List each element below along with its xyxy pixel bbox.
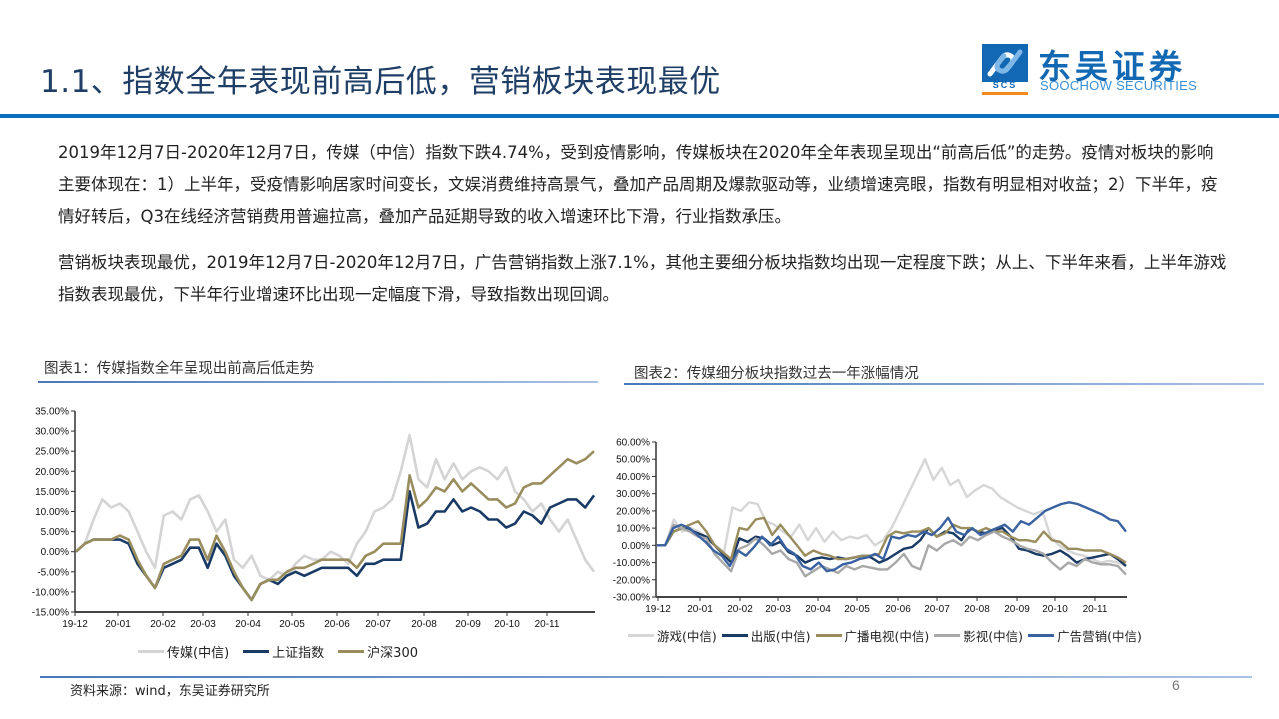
svg-text:25.00%: 25.00%: [35, 447, 69, 458]
title-divider: [0, 114, 1279, 118]
svg-text:-10.00%: -10.00%: [32, 587, 69, 598]
scs-logo-icon: [982, 44, 1028, 82]
legend-swatch-icon: [1028, 634, 1055, 637]
chart-1-legend: 传媒(中信) 上证指数 沪深300: [138, 642, 418, 661]
legend-label: 沪深300: [367, 646, 418, 661]
svg-text:10.00%: 10.00%: [35, 507, 69, 518]
svg-text:20-08: 20-08: [964, 604, 990, 615]
svg-text:-10.00%: -10.00%: [613, 558, 650, 569]
legend-swatch-icon: [628, 634, 654, 637]
svg-text:20-08: 20-08: [411, 619, 437, 630]
chart-2-legend: 游戏(中信) 出版(中信) 广播电视(中信) 影视(中信) 广告营销(中信): [628, 626, 1142, 645]
svg-text:20-01: 20-01: [687, 604, 713, 615]
svg-text:20-10: 20-10: [494, 619, 520, 630]
svg-text:0.00%: 0.00%: [41, 547, 69, 558]
svg-text:20-05: 20-05: [844, 604, 870, 615]
svg-text:20.00%: 20.00%: [616, 506, 650, 517]
svg-text:20-09: 20-09: [455, 619, 481, 630]
legend-label: 传媒(中信): [167, 646, 230, 661]
body-paragraph-1: 2019年12月7日-2020年12月7日，传媒（中信）指数下跌4.74%，受到…: [58, 143, 1218, 226]
svg-text:60.00%: 60.00%: [616, 438, 650, 449]
svg-text:20-06: 20-06: [324, 619, 350, 630]
svg-text:20.00%: 20.00%: [35, 467, 69, 478]
svg-text:40.00%: 40.00%: [616, 472, 650, 483]
legend-item: 出版(中信): [721, 626, 811, 645]
logo-abbr: SCS: [992, 80, 1018, 90]
svg-text:20-11: 20-11: [535, 619, 560, 630]
svg-text:30.00%: 30.00%: [616, 489, 650, 500]
legend-item: 上证指数: [243, 642, 324, 661]
svg-text:20-06: 20-06: [885, 604, 911, 615]
svg-text:19-12: 19-12: [645, 604, 671, 615]
footer-divider: [40, 676, 1252, 678]
svg-text:20-09: 20-09: [1004, 604, 1030, 615]
legend-item: 影视(中信): [934, 626, 1023, 645]
svg-text:20-05: 20-05: [279, 619, 305, 630]
svg-text:-20.00%: -20.00%: [613, 575, 650, 586]
svg-text:20-07: 20-07: [365, 619, 391, 630]
svg-text:10.00%: 10.00%: [616, 524, 650, 535]
svg-text:5.00%: 5.00%: [41, 527, 69, 538]
legend-swatch-icon: [934, 634, 961, 637]
svg-text:35.00%: 35.00%: [35, 407, 69, 418]
legend-label: 上证指数: [272, 646, 325, 661]
svg-text:20-10: 20-10: [1042, 604, 1068, 615]
svg-text:20-11: 20-11: [1083, 604, 1108, 615]
legend-label: 广告营销(中信): [1057, 629, 1142, 644]
svg-text:-5.00%: -5.00%: [37, 567, 69, 578]
svg-text:0.00%: 0.00%: [622, 541, 650, 552]
legend-item: 游戏(中信): [628, 626, 717, 645]
legend-swatch-icon: [815, 634, 842, 637]
legend-swatch-icon: [243, 650, 270, 653]
page-number: 6: [1172, 677, 1180, 693]
svg-text:20-04: 20-04: [235, 619, 261, 630]
figure-2-title: 图表2：传媒细分板块指数过去一年涨幅情况: [634, 366, 919, 382]
legend-label: 广播电视(中信): [844, 629, 930, 644]
figure-2-divider: [624, 383, 1264, 385]
figure-1-divider: [38, 381, 598, 383]
svg-text:20-02: 20-02: [727, 604, 753, 615]
legend-item: 广播电视(中信): [815, 626, 930, 645]
svg-text:20-02: 20-02: [150, 619, 176, 630]
figure-1-title: 图表1：传媒指数全年呈现出前高后低走势: [44, 361, 315, 377]
svg-text:20-03: 20-03: [765, 604, 791, 615]
logo-accent-bar: [982, 92, 1028, 95]
legend-label: 游戏(中信): [657, 629, 717, 644]
legend-swatch-icon: [138, 650, 164, 653]
svg-text:30.00%: 30.00%: [35, 427, 69, 438]
legend-item: 广告营销(中信): [1028, 626, 1142, 645]
svg-text:19-12: 19-12: [62, 619, 88, 630]
svg-text:-15.00%: -15.00%: [32, 608, 69, 619]
svg-text:20-07: 20-07: [924, 604, 950, 615]
svg-text:20-04: 20-04: [805, 604, 831, 615]
legend-swatch-icon: [338, 650, 365, 653]
source-note: 资料来源：wind，东吴证券研究所: [70, 684, 270, 699]
svg-text:15.00%: 15.00%: [35, 487, 69, 498]
legend-swatch-icon: [721, 634, 748, 637]
legend-label: 影视(中信): [963, 629, 1024, 644]
svg-text:50.00%: 50.00%: [616, 455, 650, 466]
legend-label: 出版(中信): [750, 629, 811, 644]
legend-item: 沪深300: [338, 642, 418, 661]
svg-text:20-03: 20-03: [190, 619, 216, 630]
page-title: 1.1、指数全年表现前高后低，营销板块表现最优: [40, 64, 721, 100]
legend-item: 传媒(中信): [138, 642, 229, 661]
logo-english-name: SOOCHOW SECURITIES: [1040, 78, 1198, 93]
company-logo: SCS 东吴证券 SOOCHOW SECURITIES: [982, 40, 1222, 100]
svg-text:20-01: 20-01: [105, 619, 131, 630]
svg-text:-30.00%: -30.00%: [613, 593, 650, 604]
body-paragraph-2: 营销板块表现最优，2019年12月7日-2020年12月7日，广告营销指数上涨7…: [58, 253, 1227, 304]
logo-chinese-name: 东吴证券: [1038, 47, 1186, 86]
